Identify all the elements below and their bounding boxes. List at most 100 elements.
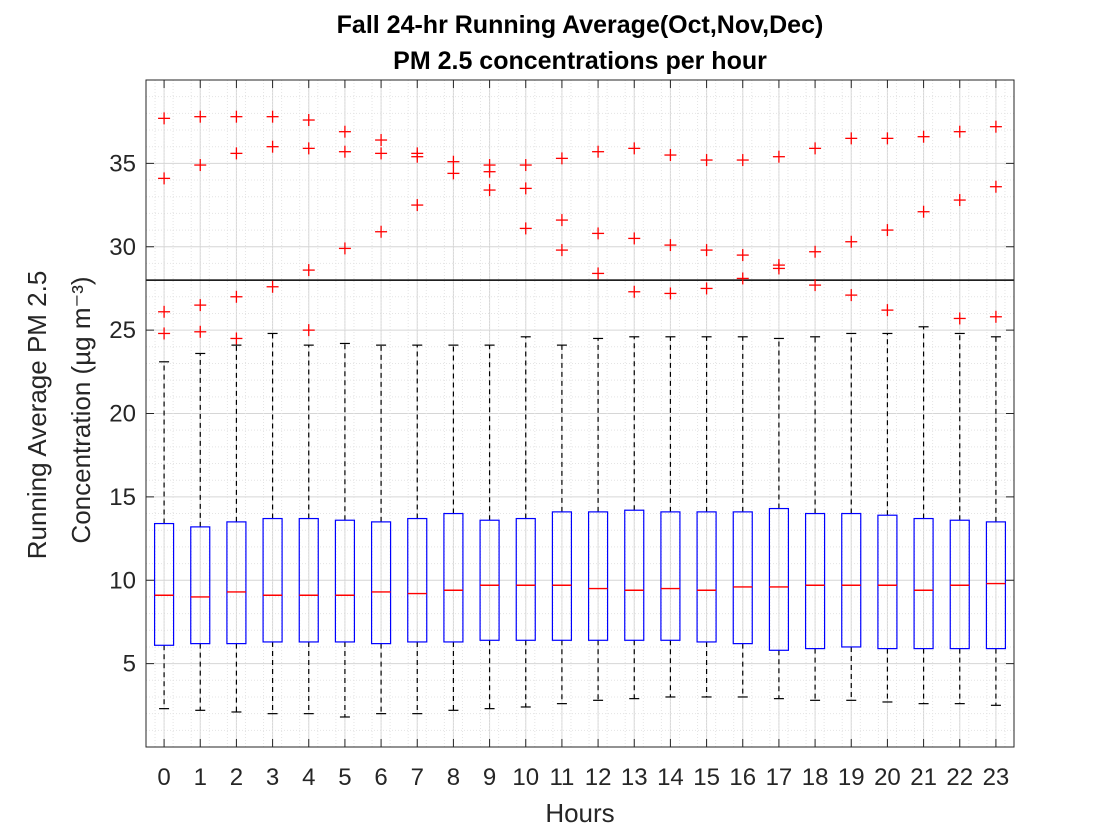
box-hour-13: [624, 142, 645, 700]
x-tick-label: 16: [729, 764, 756, 791]
x-tick-label: 15: [693, 764, 720, 791]
box-iqr: [190, 526, 211, 645]
outlier-marker: [230, 290, 243, 303]
outlier-marker: [592, 267, 605, 280]
outlier-marker: [772, 259, 785, 272]
outlier-marker: [483, 184, 496, 197]
outlier-marker: [664, 149, 677, 162]
outlier-marker: [375, 147, 388, 160]
outlier-marker: [953, 194, 966, 207]
box-hour-16: [732, 154, 753, 698]
y-tick-label: 30: [109, 234, 136, 261]
outlier-marker: [845, 289, 858, 302]
box-iqr: [804, 512, 826, 650]
x-tick-label: 12: [585, 764, 612, 791]
box-iqr: [262, 517, 283, 643]
outlier-marker: [230, 110, 243, 123]
outlier-marker: [375, 134, 388, 147]
outlier-marker: [736, 249, 749, 262]
outlier-marker: [375, 225, 388, 238]
box-iqr: [732, 511, 753, 645]
box-iqr: [841, 512, 862, 648]
outlier-marker: [989, 310, 1002, 323]
y-axis-label: Running Average PM 2.5: [22, 271, 52, 560]
x-tick-label: 23: [983, 764, 1010, 791]
outlier-marker: [953, 312, 966, 325]
y-axis-label-line2: Concentration: [66, 382, 96, 544]
x-tick-label: 13: [621, 764, 648, 791]
y-axis-label-second: Concentration (µg m⁻³): [66, 276, 96, 543]
x-tick-label: 0: [157, 764, 170, 791]
x-tick-label: 10: [512, 764, 539, 791]
box-iqr: [624, 509, 645, 641]
box-hour-12: [587, 145, 609, 701]
y-tick-label: 25: [109, 317, 136, 344]
outlier-marker: [483, 159, 496, 172]
chart-subtitle: PM 2.5 concentrations per hour: [393, 47, 767, 75]
x-tick-label: 17: [766, 764, 793, 791]
box-iqr: [877, 514, 898, 650]
box-hour-11: [551, 152, 573, 705]
outlier-marker: [772, 150, 785, 163]
box-hour-23: [985, 120, 1007, 706]
box-hour-3: [262, 110, 283, 715]
y-axis-label-unit: (µg m⁻³): [66, 276, 96, 374]
outlier-marker: [266, 110, 279, 123]
outlier-marker: [989, 180, 1002, 193]
box-iqr: [768, 507, 790, 651]
box-iqr: [696, 511, 717, 643]
outlier-marker: [664, 239, 677, 252]
outlier-marker: [447, 155, 460, 168]
y-tick-label: 10: [109, 567, 136, 594]
x-tick-label: 22: [946, 764, 973, 791]
outlier-marker: [519, 222, 532, 235]
outlier-marker: [881, 224, 894, 237]
box-hour-20: [877, 132, 898, 703]
x-tick-label: 20: [874, 764, 901, 791]
outlier-marker: [736, 154, 749, 167]
box-iqr: [587, 511, 609, 641]
box-iqr: [949, 519, 970, 650]
outlier-marker: [158, 327, 171, 340]
outlier-marker: [194, 110, 207, 123]
box-hour-10: [515, 159, 536, 708]
x-tick-label: 21: [910, 764, 937, 791]
outlier-marker: [519, 182, 532, 195]
box-hour-2: [226, 110, 247, 713]
outlier-marker: [338, 145, 351, 158]
box-hour-8: [443, 155, 464, 711]
x-tick-label: 2: [230, 764, 243, 791]
box-iqr: [153, 522, 175, 646]
box-iqr: [660, 511, 681, 641]
outlier-marker: [302, 324, 315, 337]
box-hour-7: [407, 147, 428, 715]
box-iqr: [334, 519, 356, 643]
outlier-marker: [845, 132, 858, 145]
outlier-marker: [338, 242, 351, 255]
y-tick-label: 5: [123, 651, 136, 678]
box-iqr: [226, 521, 247, 645]
outlier-marker: [338, 125, 351, 138]
outlier-marker: [881, 132, 894, 145]
outlier-marker: [158, 112, 171, 125]
y-tick-label: 15: [109, 484, 136, 511]
outlier-marker: [809, 279, 822, 292]
box-iqr: [515, 517, 536, 641]
outlier-marker: [917, 205, 930, 218]
outlier-marker: [158, 172, 171, 185]
box-iqr: [370, 521, 392, 645]
box-hour-14: [660, 149, 681, 698]
outlier-marker: [302, 114, 315, 127]
x-tick-label: 7: [411, 764, 424, 791]
outlier-marker: [266, 280, 279, 293]
outlier-marker: [411, 199, 424, 212]
box-hour-17: [768, 150, 790, 700]
y-tick-label: 35: [109, 150, 136, 177]
outlier-marker: [881, 304, 894, 317]
outlier-marker: [700, 282, 713, 295]
outlier-marker: [917, 130, 930, 143]
outlier-marker: [736, 272, 749, 285]
box-hour-19: [841, 132, 862, 701]
boxes: [153, 110, 1007, 718]
